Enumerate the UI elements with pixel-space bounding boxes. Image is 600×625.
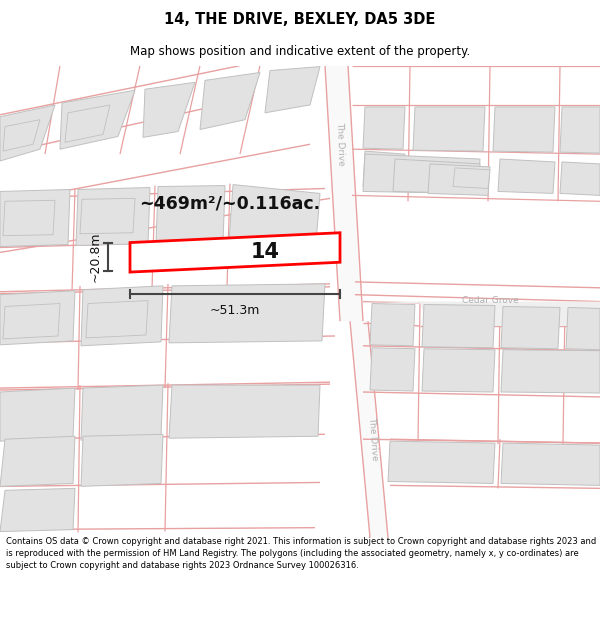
Text: 14, THE DRIVE, BEXLEY, DA5 3DE: 14, THE DRIVE, BEXLEY, DA5 3DE (164, 12, 436, 27)
Polygon shape (169, 284, 325, 343)
Polygon shape (81, 434, 163, 486)
Polygon shape (422, 304, 495, 348)
Polygon shape (3, 120, 40, 151)
Polygon shape (156, 186, 225, 244)
Polygon shape (265, 67, 320, 112)
Polygon shape (363, 154, 480, 193)
Polygon shape (325, 66, 363, 321)
Polygon shape (350, 321, 388, 538)
Text: Map shows position and indicative extent of the property.: Map shows position and indicative extent… (130, 45, 470, 58)
Polygon shape (200, 72, 260, 129)
Polygon shape (566, 308, 600, 350)
Polygon shape (60, 90, 135, 149)
Polygon shape (3, 200, 55, 236)
Text: The Drive: The Drive (335, 122, 345, 166)
Polygon shape (560, 107, 600, 153)
Text: Contains OS data © Crown copyright and database right 2021. This information is : Contains OS data © Crown copyright and d… (6, 538, 596, 570)
Polygon shape (560, 162, 600, 196)
Polygon shape (501, 306, 560, 349)
Polygon shape (453, 168, 490, 189)
Polygon shape (81, 385, 163, 440)
Polygon shape (0, 488, 75, 532)
Polygon shape (493, 107, 555, 152)
Polygon shape (0, 436, 75, 486)
Polygon shape (422, 349, 495, 392)
Polygon shape (388, 441, 495, 483)
Polygon shape (169, 385, 320, 438)
Polygon shape (363, 301, 600, 326)
Polygon shape (80, 198, 135, 234)
Polygon shape (130, 232, 340, 272)
Polygon shape (498, 159, 555, 193)
Polygon shape (143, 82, 195, 138)
Polygon shape (393, 159, 480, 193)
Polygon shape (0, 388, 75, 441)
Polygon shape (81, 286, 163, 346)
Text: ~20.8m: ~20.8m (89, 232, 102, 282)
Polygon shape (86, 301, 148, 338)
Polygon shape (370, 348, 415, 391)
Polygon shape (363, 107, 405, 149)
Polygon shape (501, 350, 600, 393)
Text: 14: 14 (251, 242, 280, 262)
Polygon shape (76, 188, 150, 246)
Polygon shape (0, 105, 55, 161)
Text: The Drive: The Drive (367, 417, 379, 461)
Polygon shape (370, 304, 415, 346)
Text: ~51.3m: ~51.3m (210, 304, 260, 316)
Polygon shape (363, 151, 405, 189)
Polygon shape (0, 189, 70, 246)
Polygon shape (65, 105, 110, 142)
Polygon shape (413, 107, 485, 151)
Polygon shape (3, 304, 60, 339)
Polygon shape (428, 164, 490, 196)
Polygon shape (229, 184, 320, 242)
Polygon shape (501, 443, 600, 486)
Text: ~469m²/~0.116ac.: ~469m²/~0.116ac. (139, 194, 320, 213)
Text: Cedar Grove: Cedar Grove (461, 296, 518, 304)
Polygon shape (0, 291, 75, 345)
